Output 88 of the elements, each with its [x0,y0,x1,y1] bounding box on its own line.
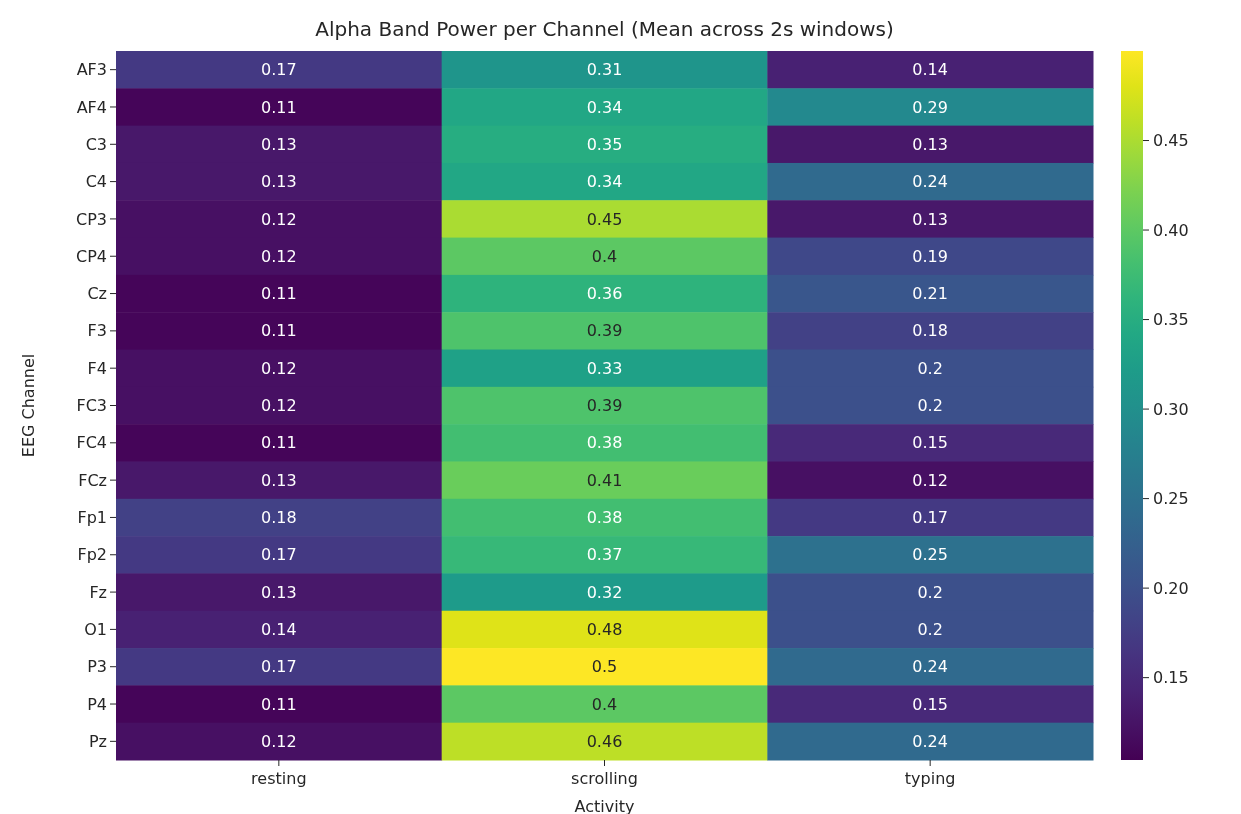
y-tick-label: FC3 [76,396,107,416]
data-label: 0.13 [261,470,297,490]
y-tick-label: F4 [87,358,107,378]
data-label: 0.17 [261,657,297,677]
y-axis-title: EEG Channel [19,353,38,458]
data-label: 0.46 [586,731,623,751]
data-label: 0.2 [917,619,943,639]
data-label: 0.12 [261,358,297,378]
color-bar-label: 0.20 [1153,578,1189,598]
data-label: 0.38 [586,433,623,453]
y-tick-label: FC4 [76,433,107,453]
data-label: 0.11 [261,97,297,117]
data-label: 0.14 [912,60,948,80]
y-tick-label: Fz [89,582,107,602]
y-tick-label: C3 [85,134,107,154]
y-tick-label: P4 [87,694,107,714]
data-label: 0.36 [586,284,623,304]
data-label: 0.33 [586,358,623,378]
y-tick-label: Fp1 [77,508,107,528]
data-label: 0.12 [261,731,297,751]
data-label: 0.24 [912,731,948,751]
y-tick-label: Fp2 [77,545,107,565]
data-label: 0.12 [261,396,297,416]
data-label: 0.5 [591,657,618,677]
data-label: 0.48 [586,619,623,639]
data-label: 0.19 [912,246,948,266]
data-label: 0.41 [586,470,623,490]
y-tick-label: C4 [85,172,107,192]
data-label: 0.13 [912,209,948,229]
color-bar-label: 0.30 [1153,399,1189,419]
data-label: 0.12 [261,246,297,266]
y-tick-label: Cz [87,284,107,304]
data-label: 0.18 [912,321,948,341]
y-tick-label: Pz [88,731,107,751]
data-label: 0.38 [586,508,623,528]
data-label: 0.13 [912,134,948,154]
data-label: 0.31 [586,60,623,80]
color-bar-label: 0.35 [1153,310,1189,330]
data-label: 0.29 [912,97,948,117]
x-tick-label: resting [251,769,307,788]
data-label: 0.34 [586,97,623,117]
data-label: 0.11 [261,433,297,453]
data-label: 0.17 [912,508,948,528]
y-tick-label: P3 [87,657,107,677]
data-label: 0.32 [586,582,623,602]
data-label: 0.15 [912,694,948,714]
data-label: 0.35 [586,134,623,154]
x-tick-label: typing [904,769,956,788]
data-label: 0.4 [591,694,618,714]
data-label: 0.17 [261,545,297,565]
data-label: 0.15 [912,433,948,453]
chart-title: Alpha Band Power per Channel (Mean across 2s windows) [315,17,894,41]
data-label: 0.13 [261,134,297,154]
y-tick-label: FCz [78,470,107,490]
color-bar-label: 0.40 [1153,220,1189,240]
data-label: 0.34 [586,172,623,192]
y-tick-label: F3 [87,321,107,341]
data-label: 0.37 [586,545,623,565]
color-bar-label: 0.45 [1153,131,1189,151]
data-label: 0.39 [586,396,623,416]
color-bar-label: 0.25 [1153,489,1189,509]
data-label: 0.2 [917,358,943,378]
data-label: 0.11 [261,321,297,341]
data-label: 0.2 [917,582,943,602]
data-label: 0.2 [917,396,943,416]
y-tick-label: CP4 [76,246,107,266]
y-tick-label: AF3 [76,60,107,80]
data-label: 0.45 [586,209,623,229]
data-label: 0.13 [261,172,297,192]
color-bar-label: 0.15 [1153,668,1189,688]
data-label: 0.13 [261,582,297,602]
data-label: 0.21 [912,284,948,304]
data-label: 0.24 [912,172,948,192]
data-label: 0.12 [261,209,297,229]
x-tick-label: scrolling [571,769,638,788]
data-label: 0.18 [261,508,297,528]
data-label: 0.25 [912,545,948,565]
y-tick-label: O1 [84,619,107,639]
data-label: 0.4 [591,246,618,266]
data-label: 0.24 [912,657,948,677]
data-label: 0.14 [261,619,297,639]
data-label: 0.39 [586,321,623,341]
data-label: 0.17 [261,60,297,80]
data-label: 0.12 [912,470,948,490]
y-tick-label: AF4 [76,97,107,117]
data-label: 0.11 [261,694,297,714]
y-tick-label: CP3 [76,209,107,229]
data-label: 0.11 [261,284,297,304]
